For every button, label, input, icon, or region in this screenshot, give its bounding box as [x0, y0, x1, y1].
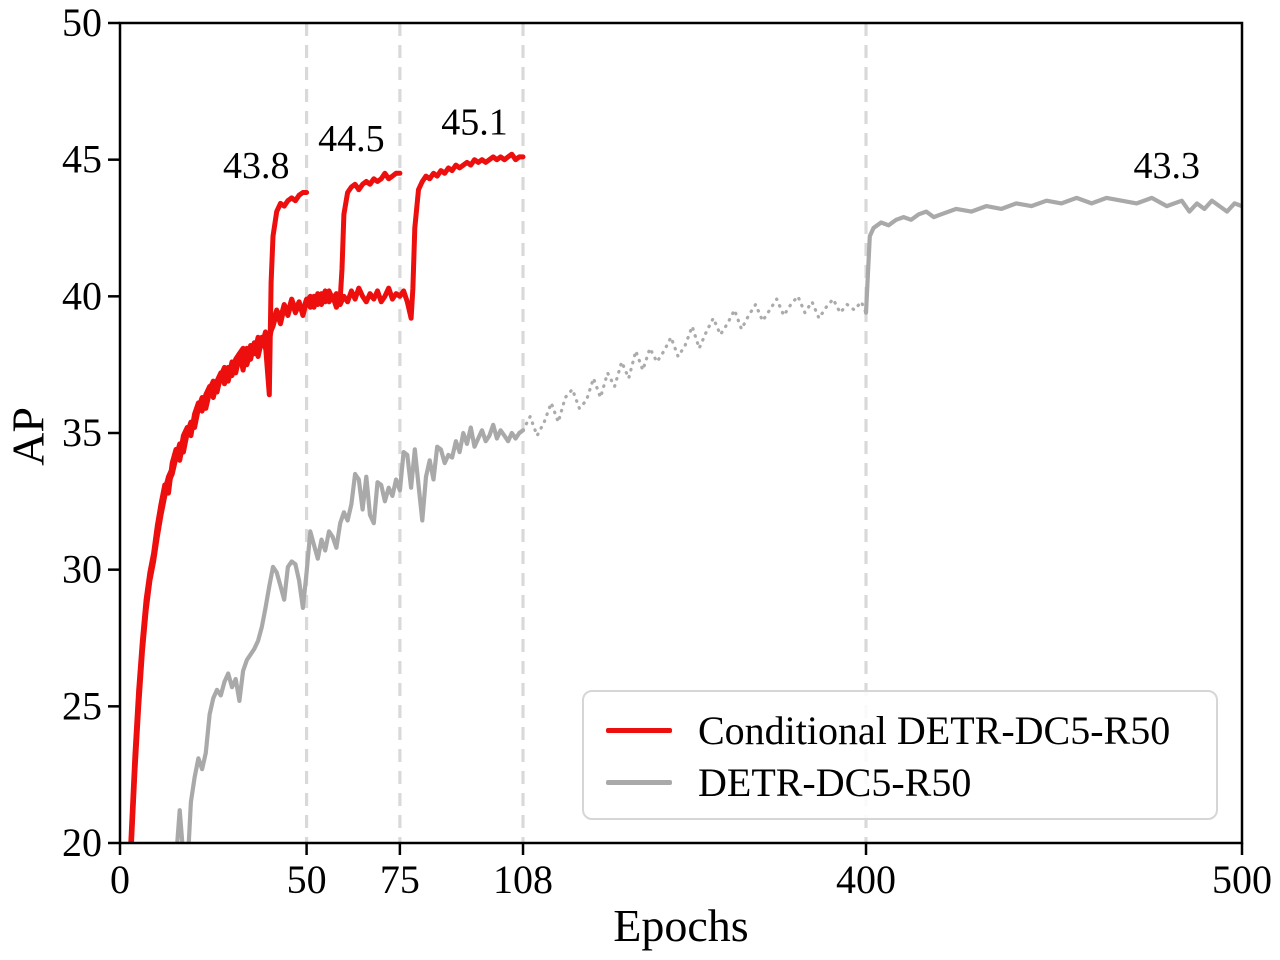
series-group [128, 151, 1242, 843]
y-tick-label-20: 20 [62, 820, 102, 865]
x-tick-label-50: 50 [287, 857, 327, 902]
y-tick-label-50: 50 [62, 0, 102, 45]
x-tick-label-75: 75 [380, 857, 420, 902]
series-5 [863, 195, 1242, 315]
legend-item-detr: DETR-DC5-R50 [596, 756, 1198, 808]
y-tick-label-30: 30 [62, 547, 102, 592]
y-axis-title: AP [2, 407, 54, 466]
y-tick-label-35: 35 [62, 410, 102, 455]
y-tick-label-45: 45 [62, 137, 102, 182]
legend-line-red [606, 727, 672, 733]
legend-label-detr: DETR-DC5-R50 [698, 759, 972, 805]
legend-item-conditional-detr: Conditional DETR-DC5-R50 [596, 704, 1198, 756]
x-tick-label-400: 400 [836, 857, 896, 902]
annotation-43.3: 43.3 [1134, 145, 1201, 187]
series-4 [521, 294, 868, 438]
x-tick-label-108: 108 [493, 857, 553, 902]
y-tick-label-40: 40 [62, 273, 102, 318]
annotation-43.8: 43.8 [223, 145, 290, 187]
x-axis-title: Epochs [613, 900, 749, 951]
x-tick-label-0: 0 [110, 857, 130, 902]
annotation-45.1: 45.1 [441, 101, 508, 143]
legend: Conditional DETR-DC5-R50 DETR-DC5-R50 [582, 690, 1218, 820]
x-tick-label-500: 500 [1212, 857, 1272, 902]
series-3 [175, 422, 526, 843]
series-2 [128, 151, 526, 843]
legend-line-gray [606, 779, 672, 785]
legend-label-conditional-detr: Conditional DETR-DC5-R50 [698, 707, 1171, 753]
y-tick-label-25: 25 [62, 683, 102, 728]
annotation-44.5: 44.5 [318, 118, 385, 160]
